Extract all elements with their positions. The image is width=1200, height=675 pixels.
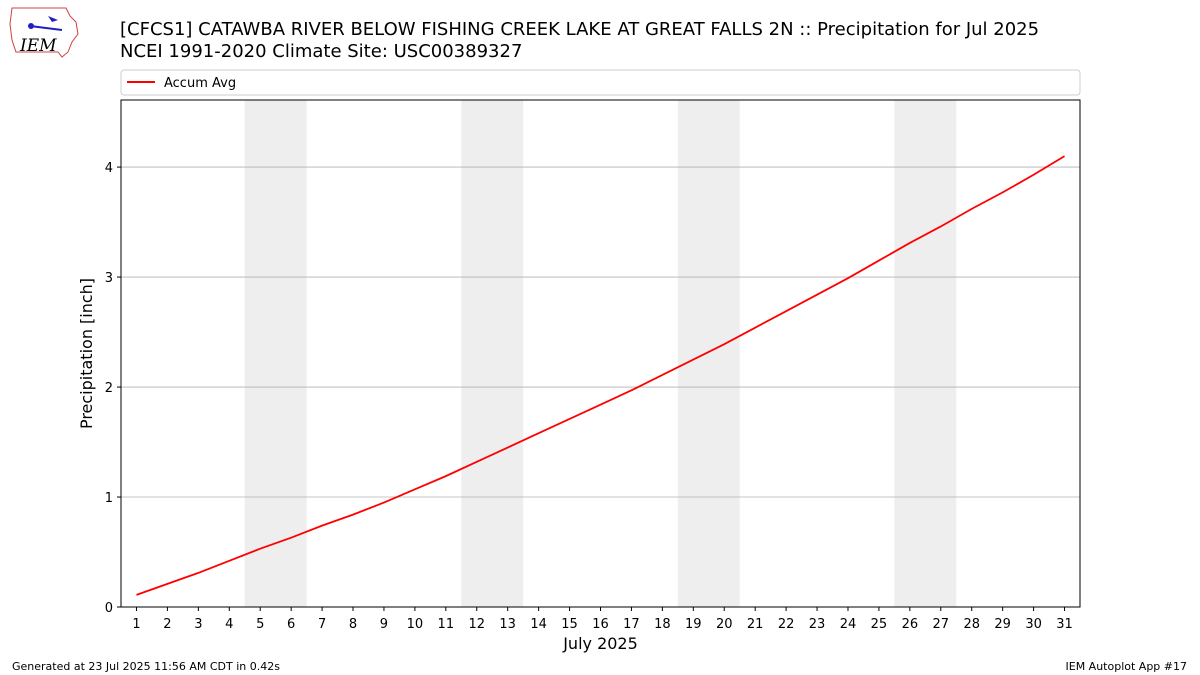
logo-text: IEM: [19, 36, 57, 56]
legend-box: [120, 69, 1081, 96]
plot-frame: [120, 99, 1081, 608]
x-tick-label: 18: [654, 617, 671, 632]
x-tick-label: 7: [318, 617, 326, 632]
chart-title: [CFCS1] CATAWBA RIVER BELOW FISHING CREE…: [120, 19, 1039, 40]
x-tick-label: 22: [778, 617, 795, 632]
x-tick-label: 19: [685, 617, 702, 632]
chart-subtitle: NCEI 1991-2020 Climate Site: USC00389327: [120, 41, 522, 62]
weekend-shade: [677, 100, 740, 607]
y-tick-label: 3: [105, 271, 113, 286]
y-tick-label: 1: [105, 491, 113, 506]
x-tick-label: 15: [561, 617, 578, 632]
x-tick-label: 2: [163, 617, 171, 632]
x-tick-label: 12: [468, 617, 485, 632]
weekend-shade: [894, 100, 957, 607]
x-tick-label: 30: [1025, 617, 1042, 632]
x-tick-label: 21: [747, 617, 764, 632]
x-tick-label: 25: [871, 617, 888, 632]
x-tick-label: 1: [132, 617, 140, 632]
x-tick-label: 17: [623, 617, 640, 632]
x-tick-label: 29: [994, 617, 1011, 632]
x-tick-label: 24: [840, 617, 857, 632]
x-tick-label: 20: [716, 617, 733, 632]
x-tick-label: 4: [225, 617, 233, 632]
weekend-shade: [244, 100, 307, 607]
x-tick-label: 5: [256, 617, 264, 632]
logo: IEM: [9, 7, 79, 58]
y-tick-label: 2: [105, 381, 113, 396]
x-tick-label: 11: [438, 617, 455, 632]
x-tick-label: 23: [809, 617, 826, 632]
x-tick-label: 16: [592, 617, 609, 632]
legend: Accum Avg: [120, 69, 1081, 96]
legend-label: Accum Avg: [164, 76, 236, 91]
x-tick-label: 31: [1056, 617, 1073, 632]
y-tick-label: 4: [105, 161, 113, 176]
x-tick-label: 9: [380, 617, 388, 632]
x-tick-label: 26: [902, 617, 919, 632]
x-tick-label: 3: [194, 617, 202, 632]
x-axis-label: July 2025: [562, 634, 638, 653]
x-tick-label: 10: [407, 617, 424, 632]
x-tick-label: 13: [499, 617, 516, 632]
y-tick-label: 0: [105, 601, 113, 616]
weekend-shade: [461, 100, 524, 607]
footer-left: Generated at 23 Jul 2025 11:56 AM CDT in…: [12, 660, 280, 673]
line-series: [136, 155, 1065, 596]
footer-right: IEM Autoplot App #17: [1066, 660, 1188, 673]
x-tick-label: 6: [287, 617, 295, 632]
x-tick-label: 14: [530, 617, 547, 632]
x-tick-label: 27: [933, 617, 950, 632]
y-axis-label: Precipitation [inch]: [77, 278, 96, 429]
x-tick-label: 28: [963, 617, 980, 632]
x-tick-label: 8: [349, 617, 357, 632]
